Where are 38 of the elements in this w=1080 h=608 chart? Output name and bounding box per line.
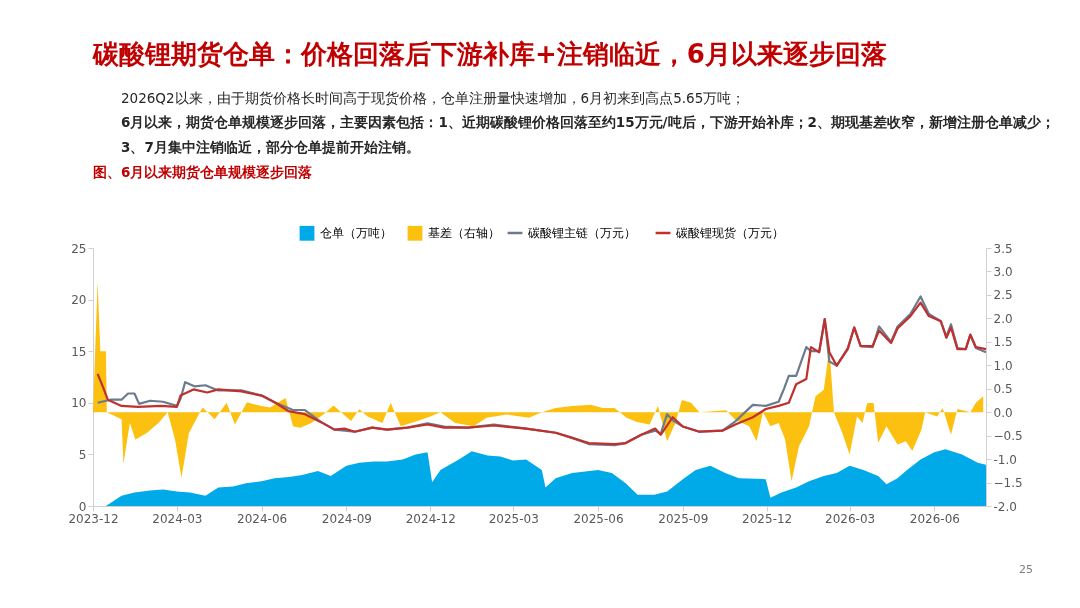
y-tick-label: 5 (78, 447, 87, 462)
legend-label: 仓单（万吨） (320, 226, 392, 241)
y2-tick-label: 2.0 (993, 311, 1013, 326)
y2-tick-label: −0.5 (993, 429, 1023, 444)
y2-tick-label: 0.0 (993, 405, 1013, 420)
x-tick-label: 2025-09 (658, 511, 709, 526)
text: 6月以来，期货仓单规模逐步回落，主要因素包括：1、近期碳酸锂价格回落至约15万元/吨后，下游开始补库；2、期现基差收窄，新增注册仓单减少；3、7月集中注销临近，部分仓单提前开始注销。 (121, 114, 1055, 155)
y-tick-label: 0 (78, 499, 87, 514)
x-tick-label: 2025-12 (742, 511, 793, 526)
x-tick-label: 2024-06 (237, 511, 288, 526)
x-tick-label: 2025-06 (573, 511, 624, 526)
x-tick-label: 2024-09 (321, 511, 372, 526)
y2-tick-label: 3.0 (993, 264, 1013, 279)
text: 2026Q2以来，由于期货价格长时间高于现货价格，仓单注册量快速增加，6月初来到高点5.65万吨； (121, 90, 746, 106)
x-tick-label: 2023-12 (68, 511, 119, 526)
x-tick-label: 2025-03 (488, 511, 539, 526)
legend-label: 碳酸锂主链（万元） (527, 226, 636, 240)
legend-label: 基差（右轴） (428, 226, 500, 241)
y2-tick-label: −1.5 (993, 476, 1023, 491)
legend-label: 碳酸锂现货（万元） (675, 226, 784, 240)
y2-tick-label: 3.5 (993, 241, 1013, 256)
y-tick-label: 25 (71, 241, 87, 256)
x-tick-label: 2026-03 (825, 511, 876, 526)
y2-tick-label: -2.0 (993, 499, 1017, 514)
y2-tick-label: 1.0 (993, 358, 1013, 373)
y2-tick-label: 0.5 (993, 382, 1013, 397)
y2-tick-label: 2.5 (993, 288, 1013, 303)
y-tick-label: 20 (71, 293, 87, 308)
x-tick-label: 2024-03 (152, 511, 203, 526)
chart-title: 碳酸锂期货仓单：价格回落后下游补库+注销临近，6月以来逐步回落 (92, 39, 887, 69)
y-tick-label: 10 (71, 396, 87, 411)
y2-tick-label: -1.0 (993, 452, 1017, 467)
text: 25 (1019, 563, 1033, 576)
x-tick-label: 2024-12 (405, 511, 456, 526)
y2-tick-label: 1.5 (993, 335, 1013, 350)
y-tick-label: 15 (71, 344, 87, 359)
x-tick-label: 2026-06 (909, 511, 960, 526)
text: 图、6月以来期货仓单规模逐步回落 (93, 164, 313, 180)
